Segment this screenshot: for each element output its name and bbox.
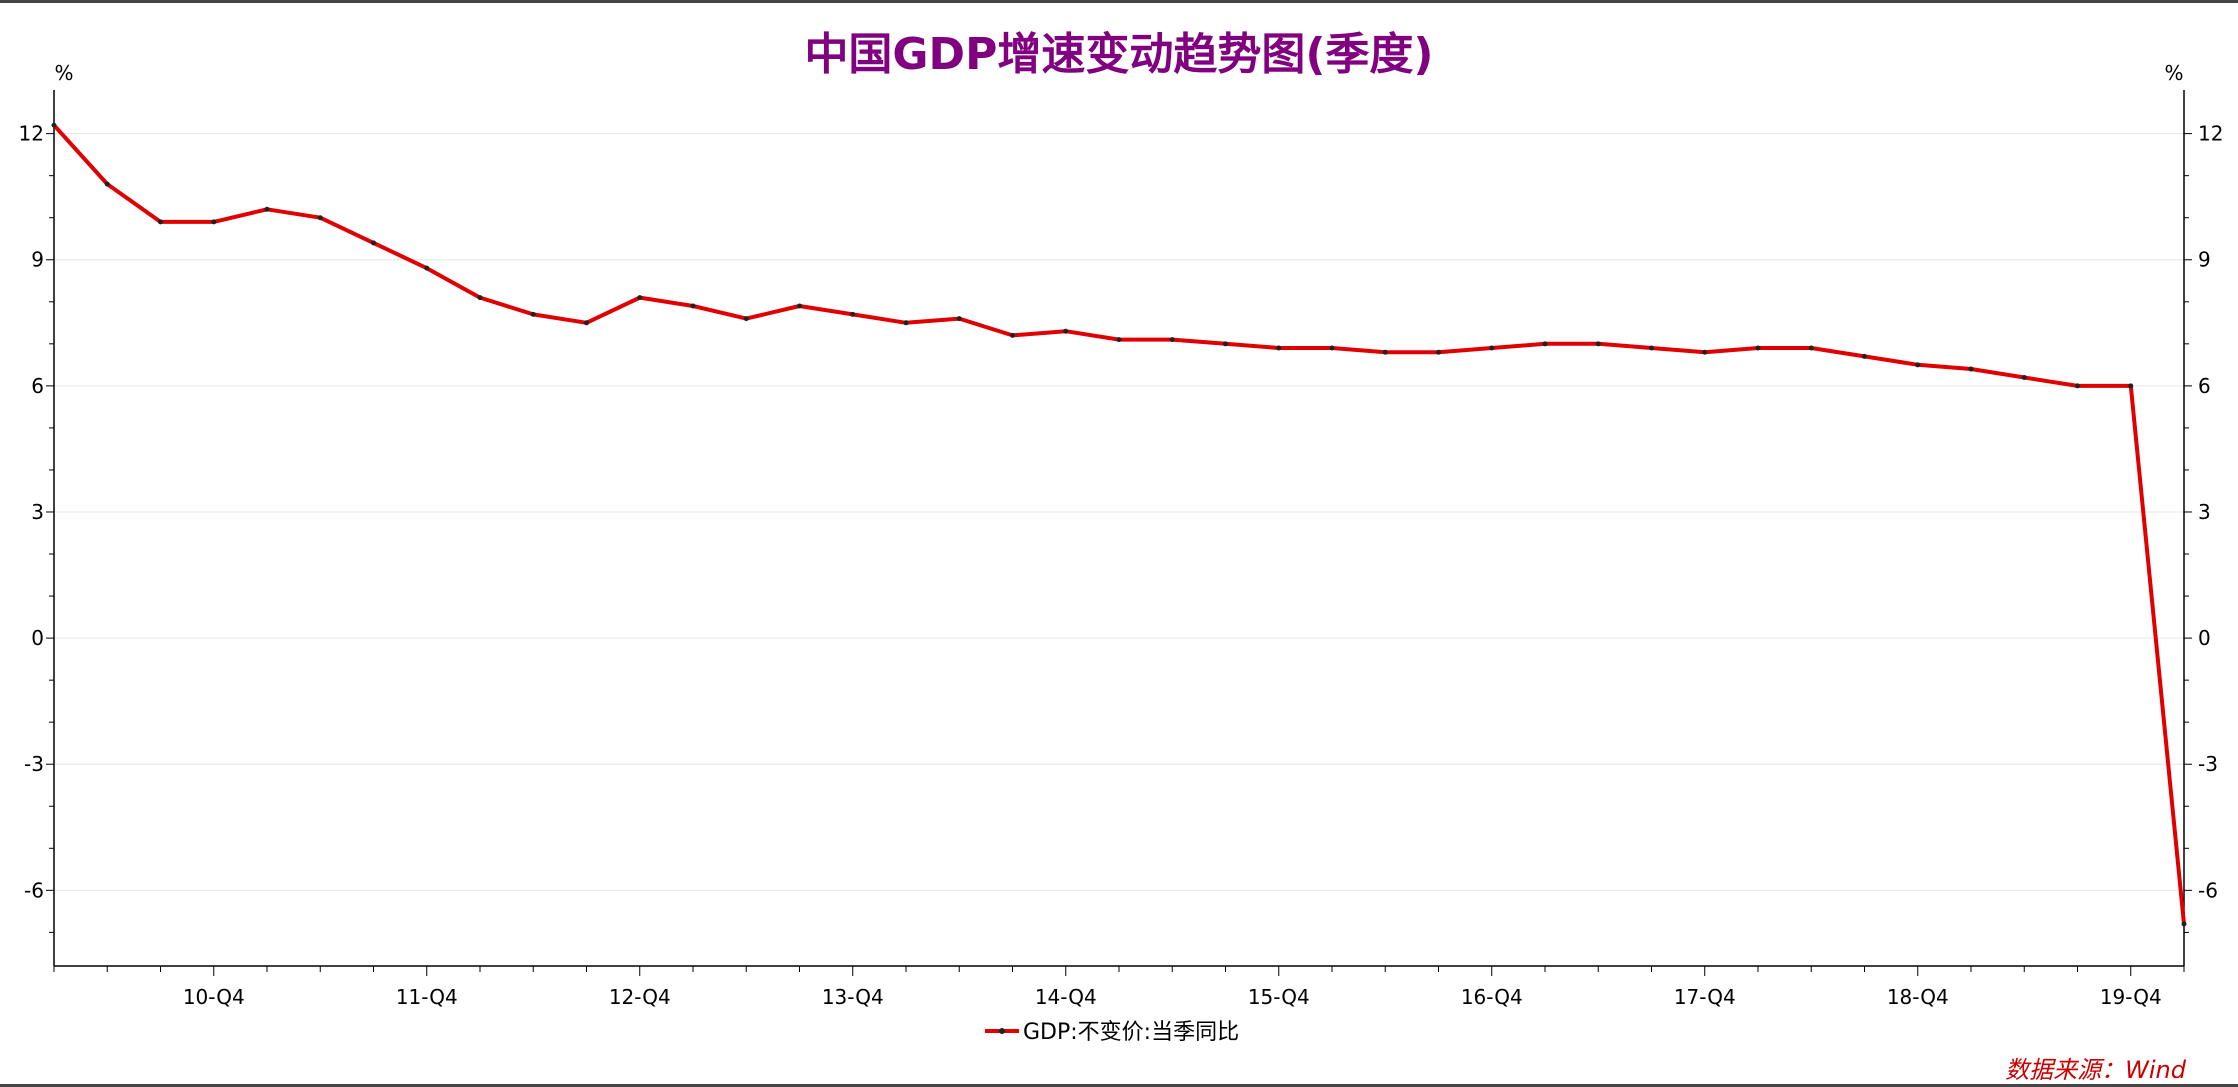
y-tick-label-right: 6 <box>2198 374 2211 398</box>
data-point <box>211 219 217 225</box>
y-tick-label-left: 3 <box>31 500 44 524</box>
data-point <box>850 311 856 317</box>
x-tick-label: 10-Q4 <box>183 985 245 1009</box>
y-tick-label-right: -6 <box>2198 878 2218 902</box>
data-point <box>1329 345 1335 351</box>
x-tick-label: 14-Q4 <box>1035 985 1097 1009</box>
data-point <box>1436 349 1441 355</box>
data-point <box>1915 362 1921 368</box>
data-point <box>1702 349 1708 355</box>
data-point <box>1116 337 1122 343</box>
x-tick-label: 11-Q4 <box>396 985 458 1009</box>
data-point <box>1755 345 1761 351</box>
data-point <box>2181 921 2187 927</box>
x-tick-label: 16-Q4 <box>1461 985 1523 1009</box>
top-border <box>0 0 2238 3</box>
legend-marker <box>999 1028 1005 1034</box>
x-tick-label: 13-Q4 <box>822 985 884 1009</box>
data-point <box>371 240 376 246</box>
data-point <box>264 206 270 212</box>
data-point <box>1808 345 1814 351</box>
data-point <box>743 316 749 322</box>
data-point <box>1063 328 1069 334</box>
chart-title: 中国GDP增速变动趋势图(季度) <box>804 29 1434 80</box>
y-tick-label-left: -6 <box>24 878 44 902</box>
y-tick-label-left: 0 <box>31 626 44 650</box>
data-point <box>1542 341 1548 347</box>
source-note: 数据来源：Wind <box>2005 1056 2187 1084</box>
data-point <box>1010 332 1015 338</box>
data-point <box>1489 345 1495 351</box>
data-point <box>797 303 802 309</box>
data-point <box>104 181 110 187</box>
data-point <box>690 303 696 309</box>
data-point <box>1968 366 1974 372</box>
y-tick-label-right: 9 <box>2198 248 2211 272</box>
bottom-border <box>0 1084 2238 1087</box>
data-point <box>424 265 430 271</box>
data-point <box>477 295 483 301</box>
y-unit-left: % <box>54 61 73 85</box>
y-tick-label-left: -3 <box>24 752 44 776</box>
y-unit-right: % <box>2164 61 2183 85</box>
data-point <box>2128 383 2134 389</box>
data-point <box>903 320 909 326</box>
data-point <box>584 320 589 326</box>
x-tick-label: 15-Q4 <box>1248 985 1310 1009</box>
data-point <box>1169 337 1175 343</box>
data-point <box>1595 341 1601 347</box>
legend-label: GDP:不变价:当季同比 <box>1023 1020 1239 1045</box>
data-point <box>317 215 323 221</box>
data-point <box>51 122 57 128</box>
data-point <box>1649 345 1654 351</box>
x-tick-label: 12-Q4 <box>609 985 671 1009</box>
y-tick-label-right: 0 <box>2198 626 2211 650</box>
y-tick-label-left: 12 <box>19 122 44 146</box>
data-point <box>1276 345 1282 351</box>
data-point <box>2075 383 2080 389</box>
y-tick-label-right: 3 <box>2198 500 2211 524</box>
data-point <box>1223 341 1228 347</box>
y-tick-label-left: 9 <box>31 248 44 272</box>
y-tick-label-right: -3 <box>2198 752 2218 776</box>
x-tick-label: 18-Q4 <box>1887 985 1949 1009</box>
data-point <box>158 219 163 225</box>
data-point <box>637 295 643 301</box>
data-point <box>1382 349 1388 355</box>
data-point <box>530 311 536 317</box>
data-point <box>956 316 962 322</box>
x-tick-label: 19-Q4 <box>2100 985 2162 1009</box>
x-tick-label: 17-Q4 <box>1674 985 1736 1009</box>
data-point <box>1862 353 1867 359</box>
y-tick-label-right: 12 <box>2198 122 2223 146</box>
y-tick-label-left: 6 <box>31 374 44 398</box>
data-point <box>2021 374 2027 380</box>
